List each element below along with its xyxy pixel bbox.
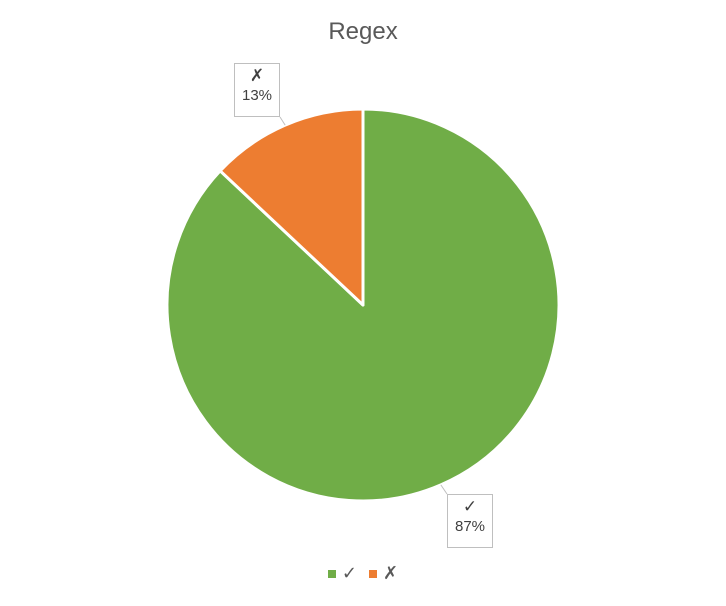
data-label-value: 13% xyxy=(241,87,273,104)
legend: ✓ ✗ xyxy=(0,563,726,584)
leader-line xyxy=(279,116,286,126)
chart-title: Regex xyxy=(328,18,398,45)
leader-line xyxy=(440,484,448,495)
data-label-category: ✓ xyxy=(462,497,478,516)
legend-item-cross: ✗ xyxy=(369,563,398,584)
data-label-value: 87% xyxy=(454,518,486,535)
legend-label: ✓ xyxy=(341,563,357,583)
legend-label: ✗ xyxy=(383,563,399,583)
data-label-cross: ✗ 13% xyxy=(234,63,280,117)
legend-swatch xyxy=(327,569,336,578)
data-label-check: ✓ 87% xyxy=(447,494,493,548)
legend-swatch xyxy=(369,569,377,578)
legend-item-check: ✓ xyxy=(327,563,357,584)
data-label-category: ✗ xyxy=(249,66,265,85)
